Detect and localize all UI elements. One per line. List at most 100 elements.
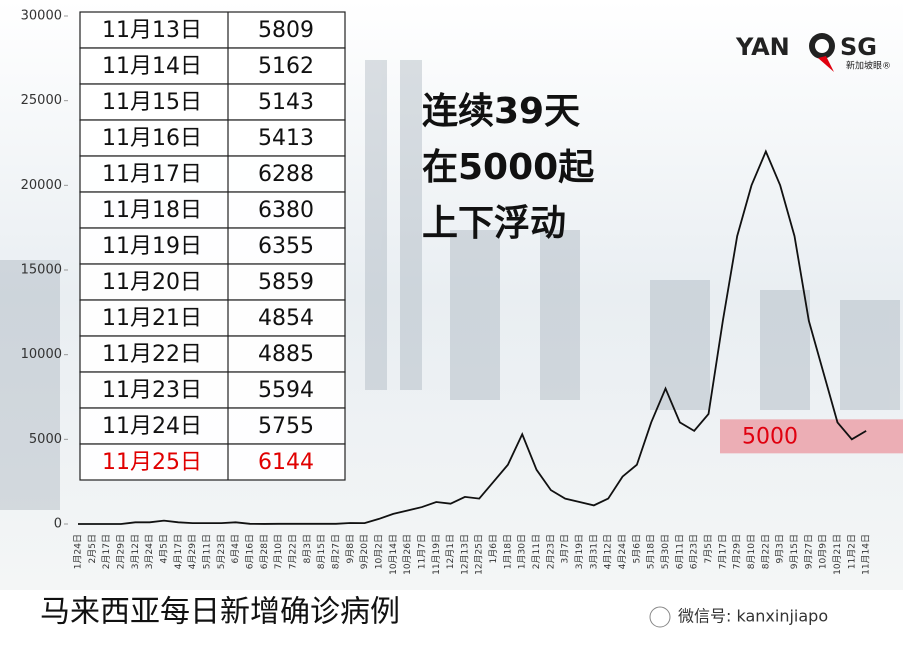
table-date: 11月24日 xyxy=(102,414,202,439)
x-tick-label: 7月5日 xyxy=(703,534,714,563)
table-value: 5143 xyxy=(258,90,314,115)
x-tick-label: 6月4日 xyxy=(230,534,241,563)
x-tick-label: 8月10日 xyxy=(746,534,757,569)
table-date: 11月18日 xyxy=(102,198,202,223)
wechat-icon xyxy=(649,606,671,628)
x-tick-label: 6月16日 xyxy=(244,534,255,569)
y-tick-label: 30000 xyxy=(21,9,62,24)
y-tick-label: 10000 xyxy=(21,347,62,362)
y-tick-label: 20000 xyxy=(21,178,62,193)
x-tick-label: 1月30日 xyxy=(517,534,528,569)
table-value: 5162 xyxy=(258,54,314,79)
x-tick-label: 1月18日 xyxy=(502,534,513,569)
table-date: 11月17日 xyxy=(102,162,202,187)
table-value: 4854 xyxy=(258,306,314,331)
x-tick-label: 11月7日 xyxy=(416,534,427,569)
x-tick-label: 6月28日 xyxy=(259,534,270,569)
logo-left: YAN xyxy=(735,33,790,61)
x-tick-label: 3月12日 xyxy=(130,534,141,569)
x-tick-label: 1月6日 xyxy=(488,534,499,563)
x-tick-label: 9月27日 xyxy=(803,534,814,569)
table-row xyxy=(79,299,346,337)
x-tick-label: 5月6日 xyxy=(631,534,642,563)
x-tick-label: 4月17日 xyxy=(173,534,184,569)
x-tick-label: 8月3日 xyxy=(302,534,313,563)
annotation: 在5000起 xyxy=(422,147,595,188)
x-tick-label: 9月15日 xyxy=(789,534,800,569)
table-date: 11月21日 xyxy=(102,306,202,331)
x-tick-label: 12月25日 xyxy=(474,534,485,575)
x-tick-label: 3月31日 xyxy=(588,534,599,569)
x-tick-label: 7月10日 xyxy=(273,534,284,569)
x-tick-label: 5月23日 xyxy=(216,534,227,569)
x-tick-label: 5月18日 xyxy=(646,534,657,569)
x-tick-label: 12月13日 xyxy=(459,534,470,575)
annotation: 上下浮动 xyxy=(422,203,566,244)
annotation: 连续39天 xyxy=(422,91,580,132)
table-row xyxy=(79,443,346,481)
logo-mark xyxy=(815,39,829,53)
x-tick-label: 10月21日 xyxy=(832,534,843,575)
x-tick-label: 9月3日 xyxy=(775,534,786,563)
x-tick-label: 4月5日 xyxy=(158,534,169,563)
x-tick-label: 5月11日 xyxy=(201,534,212,569)
x-tick-label: 10月14日 xyxy=(388,534,399,575)
table-value: 5809 xyxy=(258,18,314,43)
table-row xyxy=(79,47,346,85)
x-tick-label: 10月9日 xyxy=(818,534,829,569)
table: 11月13日 5809 11月14日 5162 11月15日 5143 11月16日 5413… xyxy=(79,11,346,481)
table-date: 11月14日 xyxy=(102,54,202,79)
table-row xyxy=(79,83,346,121)
x-tick-label: 11月2日 xyxy=(846,534,857,569)
x-tick-label: 9月20日 xyxy=(359,534,370,569)
wechat-id: 微信号: kanxinjiapo xyxy=(678,607,828,626)
table-date: 11月13日 xyxy=(102,18,202,43)
table-date: 11月15日 xyxy=(102,90,202,115)
table-value: 6380 xyxy=(258,198,314,223)
x-tick-label: 6月11日 xyxy=(674,534,685,569)
x-tick-label: 10月26日 xyxy=(402,534,413,575)
table-value: 6144 xyxy=(258,450,314,475)
x-tick-label: 11月14日 xyxy=(861,534,872,575)
logo-mark xyxy=(818,56,834,72)
table-row xyxy=(79,227,346,265)
footer-title: 马来西亚每日新增确诊病例 xyxy=(40,595,400,630)
x-tick-label: 7月17日 xyxy=(717,534,728,569)
table-value: 5859 xyxy=(258,270,314,295)
table-value: 5755 xyxy=(258,414,314,439)
x-tick-label: 3月19日 xyxy=(574,534,585,569)
x-tick-label: 4月24日 xyxy=(617,534,628,569)
table-date: 11月20日 xyxy=(102,270,202,295)
x-tick-label: 7月22日 xyxy=(287,534,298,569)
table-row xyxy=(79,371,346,409)
table-row xyxy=(79,155,346,193)
table-value: 6288 xyxy=(258,162,314,187)
x-tick-label: 4月29日 xyxy=(187,534,198,569)
x-tick-label: 2月11日 xyxy=(531,534,542,569)
x-tick-label: 2月5日 xyxy=(87,534,98,563)
x-tick-label: 3月7日 xyxy=(560,534,571,563)
x-tick-label: 3月24日 xyxy=(144,534,155,569)
y-tick-label: 15000 xyxy=(21,263,62,278)
table-row xyxy=(79,335,346,373)
x-tick-label: 8月15日 xyxy=(316,534,327,569)
reference-band xyxy=(720,419,903,454)
logo-right: SG xyxy=(840,33,877,61)
x-tick-label: 11月19日 xyxy=(431,534,442,575)
table-row xyxy=(79,263,346,301)
table-value: 4885 xyxy=(258,342,314,367)
y-tick-label: 0 xyxy=(54,517,62,532)
skyline xyxy=(0,60,900,510)
table-value: 5413 xyxy=(258,126,314,151)
x-tick-label: 10月2日 xyxy=(373,534,384,569)
x-tick-label: 2月29日 xyxy=(115,534,126,569)
x-tick-label: 8月27日 xyxy=(330,534,341,569)
x-tick-label: 12月1日 xyxy=(445,534,456,569)
x-tick-label: 5月30日 xyxy=(660,534,671,569)
data-line xyxy=(78,149,867,525)
table-row xyxy=(79,407,346,445)
x-tick-label: 1月24日 xyxy=(73,534,84,569)
table-value: 6355 xyxy=(258,234,314,259)
